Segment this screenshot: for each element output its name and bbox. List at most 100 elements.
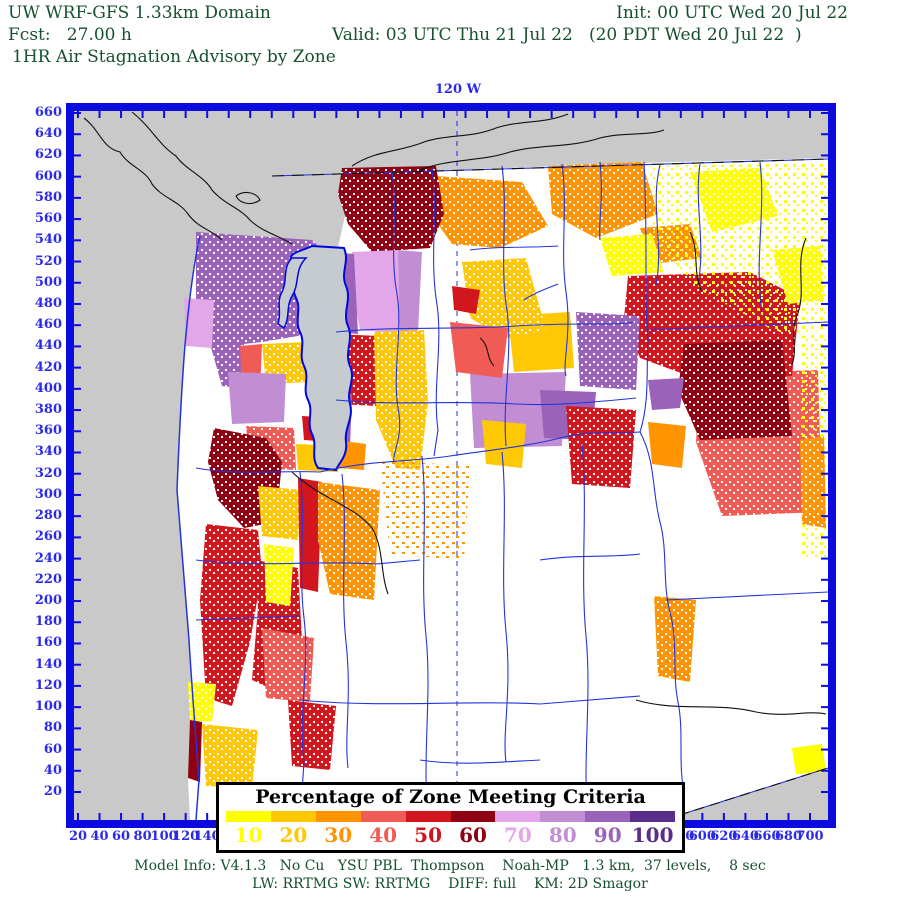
legend-swatch-90	[585, 811, 631, 822]
zone-speckle-overlay	[772, 246, 824, 304]
y-axis-label-140: 140	[34, 656, 62, 672]
y-axis-label-460: 460	[34, 317, 62, 333]
legend-box: Percentage of Zone Meeting Criteria 10 20…	[216, 782, 685, 853]
zone-speckle-overlay	[318, 482, 380, 600]
legend-swatch-80	[540, 811, 586, 822]
y-axis-label-380: 380	[34, 402, 62, 418]
zone-speckle-overlay	[678, 340, 792, 440]
model-info-line2: LW: RRTMG SW: RRTMG DIFF: full KM: 2D Sm…	[252, 876, 648, 892]
legend-swatch-30	[315, 811, 361, 822]
x-axis-label-100: 100	[150, 829, 178, 844]
zone-speckle-overlay	[800, 436, 826, 528]
y-axis-label-20: 20	[43, 783, 62, 799]
puget-sound-water	[277, 244, 353, 472]
zone-speckle-overlay	[264, 544, 294, 606]
x-axis-label-680: 680	[774, 829, 803, 844]
x-axis-label-20: 20	[68, 829, 88, 844]
y-axis-label-480: 480	[34, 295, 62, 311]
zone-speckle-overlay	[374, 330, 428, 470]
y-axis-label-220: 220	[34, 571, 62, 587]
y-axis-label-540: 540	[34, 232, 62, 248]
legend-title: Percentage of Zone Meeting Criteria	[255, 786, 646, 808]
y-axis-label-340: 340	[34, 444, 62, 460]
x-axis-label-60: 60	[112, 829, 131, 844]
valid-time-label: Valid: 03 UTC Thu 21 Jul 22 (20 PDT Wed …	[332, 25, 802, 45]
y-axis-label-200: 200	[34, 593, 62, 609]
zone-speckle-overlay	[338, 166, 444, 252]
y-axis-label-120: 120	[34, 677, 62, 693]
zone-speckle-overlay	[690, 168, 778, 232]
y-axis-label-80: 80	[43, 720, 62, 736]
x-axis-label-40: 40	[90, 829, 109, 844]
coastlines-black	[83, 111, 829, 821]
y-axis-label-440: 440	[34, 338, 62, 354]
legend-swatch-40	[360, 811, 406, 822]
zone-speckle-overlay	[462, 258, 546, 338]
zone-speckle-overlay	[262, 628, 314, 702]
y-axis-label-500: 500	[34, 274, 62, 290]
hood-canal	[277, 257, 308, 330]
y-axis-label-300: 300	[34, 486, 62, 502]
legend-colorbar	[226, 811, 676, 822]
zone-speckle-overlay	[200, 524, 262, 706]
longitude-120w-label: 120 W	[434, 82, 482, 97]
x-axis-label-640: 640	[731, 829, 759, 844]
legend-swatch-20	[270, 811, 316, 822]
model-info-line1: Model Info: V4.1.3 No Cu YSU PBL Thompso…	[134, 858, 766, 874]
init-time-label: Init: 00 UTC Wed 20 Jul 22	[616, 3, 848, 23]
y-axis-label-60: 60	[43, 741, 62, 757]
x-axis-label-660: 660	[753, 829, 781, 844]
legend-label-10: 10	[234, 823, 263, 847]
legend-label-40: 40	[369, 823, 398, 847]
model-domain-title: UW WRF-GFS 1.33km Domain	[8, 3, 271, 23]
y-axis-label-40: 40	[43, 762, 62, 778]
zone-speckle-overlay	[188, 682, 216, 722]
zone-speckle-overlay	[288, 700, 336, 770]
x-axis-label-600: 600	[688, 829, 716, 844]
zone-speckle-overlay	[654, 596, 696, 682]
y-axis-label-400: 400	[34, 380, 62, 396]
product-title: 1HR Air Stagnation Advisory by Zone	[12, 47, 336, 67]
legend-swatch-50	[405, 811, 451, 822]
legend-label-30: 30	[324, 823, 353, 847]
y-axis-label-580: 580	[34, 189, 62, 205]
legend-label-20: 20	[279, 823, 308, 847]
y-axis-label-560: 560	[34, 211, 62, 227]
zone-speckle-overlay	[548, 162, 658, 238]
legend-swatch-10	[226, 811, 271, 822]
legend-swatch-70	[495, 811, 541, 822]
zone-boundaries	[176, 158, 829, 821]
legend-label-100: 100	[631, 823, 674, 847]
x-axis-label-700: 700	[796, 829, 824, 844]
x-axis-label-620: 620	[710, 829, 738, 844]
legend-swatch-100	[630, 811, 676, 822]
y-axis-label-100: 100	[34, 699, 62, 715]
y-axis-label-620: 620	[34, 147, 62, 163]
legend-value-labels: 10 20 30 40 50 60 70 80 90 100	[226, 823, 675, 847]
zone-speckle-overlay	[262, 342, 312, 384]
y-axis-label-260: 260	[34, 529, 62, 545]
legend-swatch-60	[450, 811, 496, 822]
y-axis-label-600: 600	[34, 168, 62, 184]
y-axis-label-160: 160	[34, 635, 62, 651]
y-axis-label-360: 360	[34, 423, 62, 439]
zone-speckle-overlay	[428, 176, 548, 248]
y-axis-label-240: 240	[34, 550, 62, 566]
y-axis-label-280: 280	[34, 508, 62, 524]
y-axis-label-520: 520	[34, 253, 62, 269]
zone-speckle-overlay	[576, 312, 640, 390]
y-axis-label-320: 320	[34, 465, 62, 481]
forecast-hour-label: Fcst: 27.00 h	[8, 25, 132, 45]
y-axis-label-660: 660	[34, 105, 62, 120]
x-axis-label-80: 80	[133, 829, 152, 844]
x-axis-label-140: 140	[193, 829, 221, 844]
legend-label-90: 90	[593, 823, 622, 847]
zone-speckle-overlay	[258, 486, 302, 540]
legend-label-60: 60	[459, 823, 487, 847]
legend-label-80: 80	[548, 823, 577, 847]
legend-label-50: 50	[414, 823, 442, 847]
x-axis-label-120: 120	[172, 829, 200, 844]
y-axis-label-640: 640	[34, 126, 62, 142]
